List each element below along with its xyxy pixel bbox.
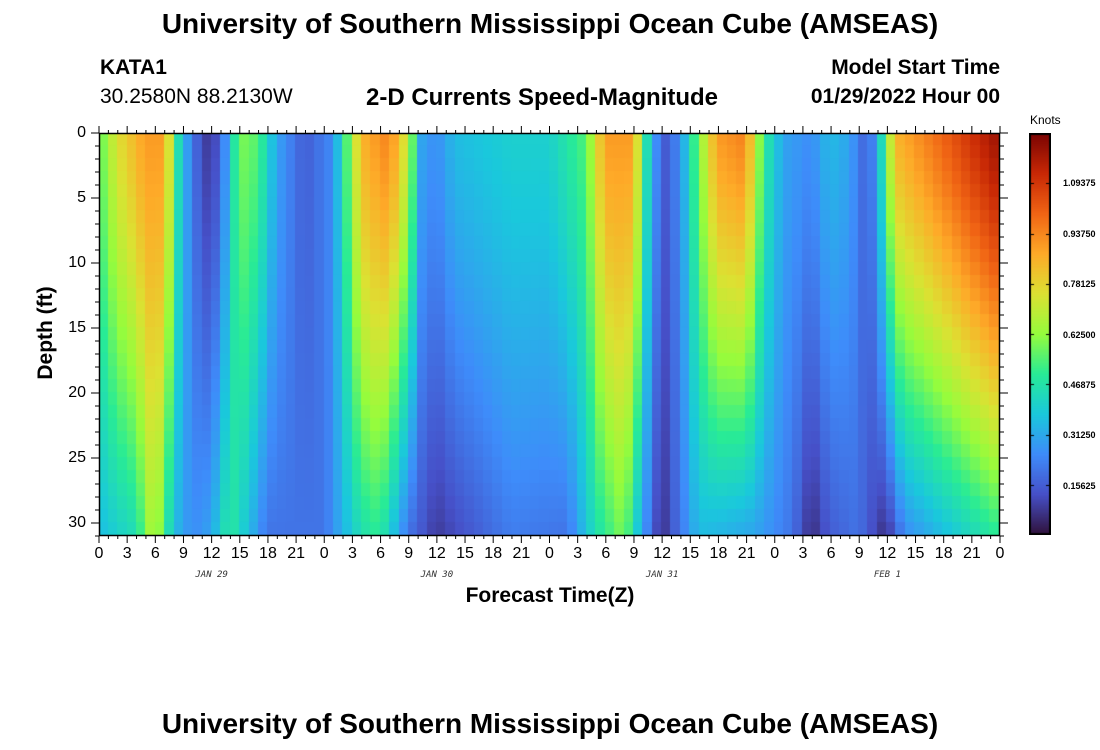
colorbar-tick-label: 0.93750 [1063,228,1096,239]
colorbar-tick-label: 0.31250 [1063,430,1096,441]
x-tick-label: 3 [347,545,357,562]
x-tick-label: 21 [287,545,305,562]
colorbar-unit: Knots [1030,113,1061,127]
x-tick-label: 18 [934,545,953,562]
x-tick-label: 12 [878,545,897,562]
x-tick-label: 21 [512,545,531,562]
x-tick-label: 15 [230,545,249,562]
x-tick-label: 9 [629,545,639,562]
heatmap-plot [91,126,1008,543]
y-tick-label: 0 [77,124,86,141]
plot-border [98,132,1001,537]
plot-frame [91,126,1008,543]
y-tick-label: 5 [77,189,86,206]
heatmap-canvas [99,133,999,535]
x-tick-label: 15 [906,545,925,562]
x-tick-label: 15 [456,545,474,562]
x-axis-label: Forecast Time(Z) [465,584,635,607]
chart-subtitle: 2-D Currents Speed-Magnitude [366,84,719,111]
x-tick-label: 6 [826,545,836,562]
y-tick-label: 10 [68,254,86,271]
x-tick-label: 3 [798,545,808,562]
x-tick-label: 0 [545,545,554,562]
x-tick-label: 3 [573,545,583,562]
colorbar [1029,133,1051,536]
colorbar-tick-label: 1.09375 [1063,178,1096,189]
model-start-label: Model Start Time [831,56,1000,79]
colorbar-tick-label: 0.62500 [1063,329,1096,340]
x-tick-label: 9 [179,545,188,562]
x-tick-label: 0 [995,545,1005,562]
x-tick-label: 18 [709,545,728,562]
colorbar-gradient [1029,133,1051,535]
y-tick-label: 15 [68,319,86,336]
x-tick-label: 0 [770,545,780,562]
y-tick-label: 30 [68,514,86,531]
x-tick-label: 18 [259,545,277,562]
x-tick-label: 15 [681,545,700,562]
day-label: JAN 31 [645,570,679,580]
x-tick-label: 12 [427,545,446,562]
footer-title: University of Southern Mississippi Ocean… [161,708,939,739]
x-tick-label: 18 [484,545,503,562]
day-label: JAN 30 [420,570,454,580]
x-tick-label: 3 [122,545,132,562]
x-tick-label: 21 [737,545,756,562]
day-label: FEB 1 [873,570,901,580]
station-id: KATA1 [100,56,167,79]
x-tick-label: 0 [94,545,104,562]
y-tick-label: 20 [68,384,86,401]
x-tick-label: 21 [962,545,981,562]
x-tick-label: 12 [202,545,221,562]
colorbar-tick-label: 0.15625 [1063,480,1096,491]
x-tick-label: 0 [319,545,329,562]
station-coordinates: 30.2580N 88.2130W [100,85,293,108]
x-tick-label: 6 [150,545,160,562]
x-tick-label: 6 [376,545,386,562]
day-label: JAN 29 [195,570,228,580]
model-start-value: 01/29/2022 Hour 00 [810,85,1000,108]
chart-title: University of Southern Mississippi Ocean… [161,8,939,39]
colorbar-tick-label: 0.78125 [1063,279,1096,290]
y-tick-label: 25 [68,449,86,466]
x-tick-label: 9 [854,545,864,562]
x-tick-label: 6 [601,545,611,562]
x-tick-label: 9 [404,545,414,562]
x-tick-label: 12 [653,545,672,562]
colorbar-tick-label: 0.46875 [1063,379,1096,390]
y-axis-label: Depth (ft) [34,286,57,380]
